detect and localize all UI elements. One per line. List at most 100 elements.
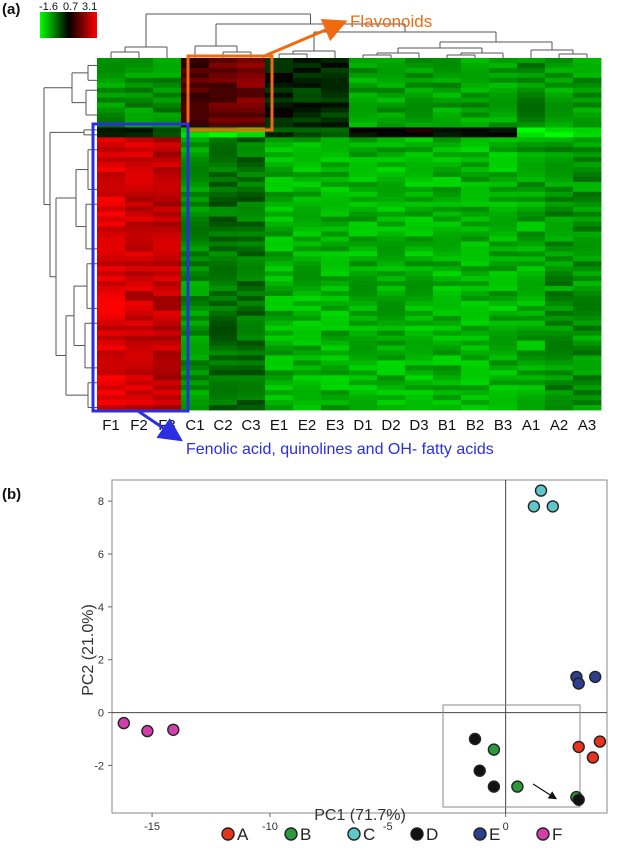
heatmap-cell <box>293 350 322 356</box>
heatmap-cell <box>545 385 574 391</box>
heatmap-cell <box>517 320 546 327</box>
heatmap-cell <box>545 226 574 232</box>
heatmap-cell <box>349 266 378 272</box>
column-labels: F1 F2 F3 C1 C2 C3 E1 E2 E3 D1 D2 D3 B1 B2 B3 A1 A2 A3 <box>102 417 596 434</box>
heatmap-cell <box>573 251 602 257</box>
heatmap-cell <box>405 241 434 247</box>
heatmap-cell <box>321 236 350 242</box>
heatmap-cell <box>517 221 546 227</box>
heatmap-cell <box>489 102 518 108</box>
heatmap-cell <box>573 221 602 227</box>
heatmap-cell <box>461 261 490 267</box>
column-label: B1 <box>438 417 456 434</box>
heatmap-grid <box>97 58 602 411</box>
heatmap-cell <box>405 370 434 376</box>
y-tick-label: 2 <box>98 655 104 667</box>
heatmap-cell <box>433 201 462 208</box>
heatmap-cell <box>573 127 602 133</box>
heatmap-cell <box>209 355 238 361</box>
heatmap-cell <box>293 400 322 406</box>
x-tick-label: -5 <box>383 821 393 833</box>
heatmap-cell <box>293 300 322 307</box>
heatmap-cell <box>433 276 462 282</box>
heatmap-cell <box>293 196 322 203</box>
heatmap-cell <box>181 300 210 307</box>
heatmap-cell <box>573 305 602 312</box>
heatmap-cell <box>321 335 350 341</box>
heatmap-cell <box>125 82 154 89</box>
heatmap-cell <box>545 355 574 361</box>
heatmap-cell <box>125 117 154 123</box>
heatmap-cell <box>545 92 574 99</box>
heatmap-cell <box>349 345 378 351</box>
heatmap-cell <box>349 201 378 208</box>
heatmap-cell <box>209 315 238 322</box>
heatmap-cell <box>321 162 350 168</box>
heatmap-cell <box>209 295 238 302</box>
heatmap-cell <box>209 157 238 163</box>
heatmap-cell <box>125 62 154 69</box>
heatmap-cell <box>237 400 266 406</box>
heatmap-cell <box>153 256 182 262</box>
heatmap-cell <box>125 167 154 173</box>
heatmap-cell <box>489 286 518 292</box>
heatmap-cell <box>153 67 182 74</box>
heatmap-cell <box>545 360 574 366</box>
heatmap-cell <box>573 196 602 203</box>
zoom-arrow <box>532 783 558 800</box>
heatmap-cell <box>153 236 182 242</box>
column-label: C2 <box>213 417 232 434</box>
heatmap-cell <box>405 261 434 267</box>
heatmap-cell <box>237 67 266 74</box>
heatmap-cell <box>97 345 126 351</box>
heatmap-cell <box>125 300 154 307</box>
heatmap-cell <box>181 87 210 94</box>
heatmap-cell <box>293 117 322 123</box>
heatmap-cell <box>209 152 238 158</box>
heatmap-cell <box>349 310 378 317</box>
heatmap-cell <box>461 390 490 396</box>
heatmap-cell <box>181 162 210 168</box>
heatmap-cell <box>153 355 182 361</box>
heatmap-cell <box>349 107 378 113</box>
heatmap-cell <box>181 221 210 227</box>
heatmap-cell <box>237 107 266 113</box>
heatmap-cell <box>517 256 546 262</box>
heatmap-cell <box>237 77 266 84</box>
heatmap-cell <box>321 92 350 99</box>
heatmap-cell <box>209 271 238 277</box>
y-tick-label: -2 <box>94 760 104 772</box>
heatmap-cell <box>461 87 490 94</box>
heatmap-cell <box>209 246 238 252</box>
heatmap-cell <box>293 107 322 113</box>
heatmap-cell <box>97 350 126 356</box>
point-C <box>534 484 548 497</box>
heatmap-cell <box>517 390 546 396</box>
heatmap-cell <box>153 400 182 406</box>
heatmap-cell <box>181 58 210 64</box>
heatmap-cell <box>349 162 378 168</box>
column-label: E1 <box>270 417 288 434</box>
heatmap-cell <box>153 137 182 143</box>
heatmap-cell <box>461 271 490 277</box>
point-C <box>546 500 559 513</box>
column-label: D1 <box>353 417 372 434</box>
heatmap-cell <box>125 365 154 371</box>
heatmap-cell <box>321 325 350 332</box>
heatmap-cell <box>433 97 462 104</box>
heatmap-cell <box>209 365 238 371</box>
heatmap-cell <box>125 405 154 411</box>
panel-label-b: (b) <box>2 486 21 503</box>
heatmap-cell <box>377 365 406 371</box>
heatmap-cell <box>489 132 518 138</box>
heatmap-cell <box>433 266 462 272</box>
heatmap-cell <box>265 310 294 317</box>
heatmap-cell <box>265 226 294 232</box>
heatmap-cell <box>265 380 294 386</box>
heatmap-cell <box>265 295 294 302</box>
heatmap-cell <box>433 127 462 133</box>
heatmap-cell <box>181 340 210 346</box>
heatmap-cell <box>489 67 518 74</box>
heatmap-cell <box>209 221 238 227</box>
heatmap-cell <box>377 221 406 227</box>
